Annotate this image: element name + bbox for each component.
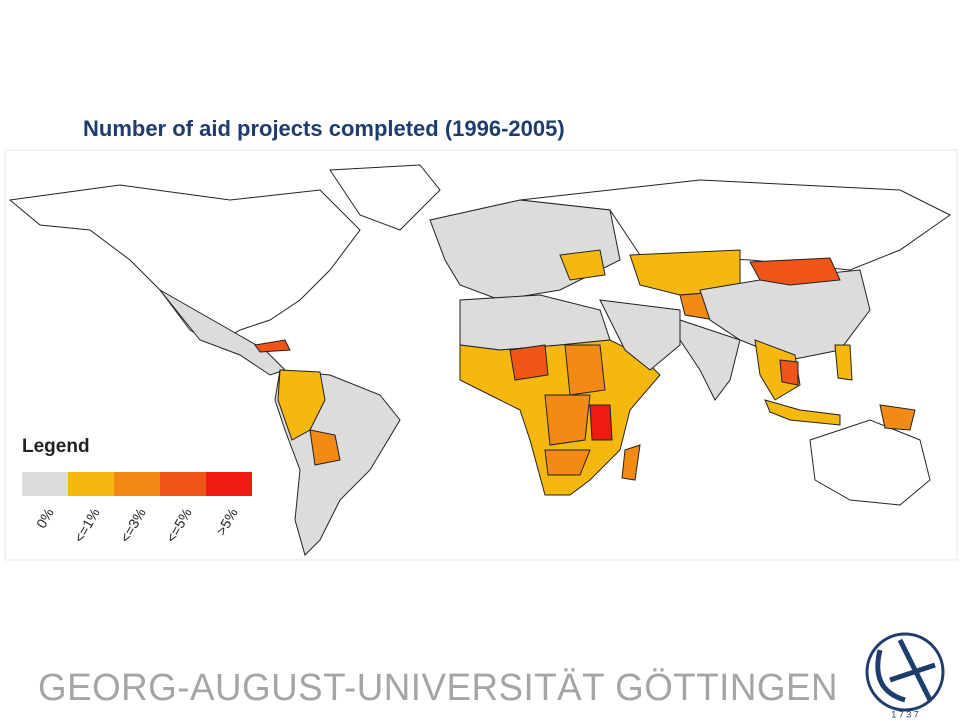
legend-swatch [160, 472, 206, 496]
middle-east [599, 299, 681, 371]
vietnam-cambodia [779, 359, 799, 386]
eastern-europe [559, 249, 606, 281]
papua-new-guinea [879, 404, 916, 431]
legend-swatch [22, 472, 68, 496]
north-america [8, 184, 361, 346]
russia [519, 179, 951, 271]
caribbean [254, 339, 291, 353]
southern-africa [544, 449, 591, 476]
world-map [8, 164, 951, 556]
southeast-asia [754, 339, 801, 401]
tanzania [589, 404, 613, 441]
legend-swatch [68, 472, 114, 496]
philippines [834, 344, 853, 381]
logo-year: 1 7 3 7 [891, 709, 919, 719]
legend-swatch [206, 472, 252, 496]
slide-title: Number of aid projects completed (1996-2… [83, 116, 565, 141]
university-logo: 1 7 3 7 [865, 632, 945, 719]
mexico-central-america [159, 289, 286, 376]
australia [809, 419, 931, 506]
greenland [329, 164, 441, 231]
indonesia [764, 399, 841, 426]
legend-title: Legend [22, 436, 90, 457]
madagascar [621, 444, 641, 481]
india [679, 319, 741, 401]
university-name: GEORG-AUGUST-UNIVERSITÄT GÖTTINGEN [38, 667, 838, 709]
logo-monogram [875, 638, 936, 703]
legend-swatch [114, 472, 160, 496]
central-africa [544, 394, 591, 446]
bolivia [309, 429, 341, 466]
niger [509, 344, 549, 381]
sudan [564, 344, 606, 396]
logo-ring [865, 632, 945, 712]
mongolia [749, 257, 841, 286]
